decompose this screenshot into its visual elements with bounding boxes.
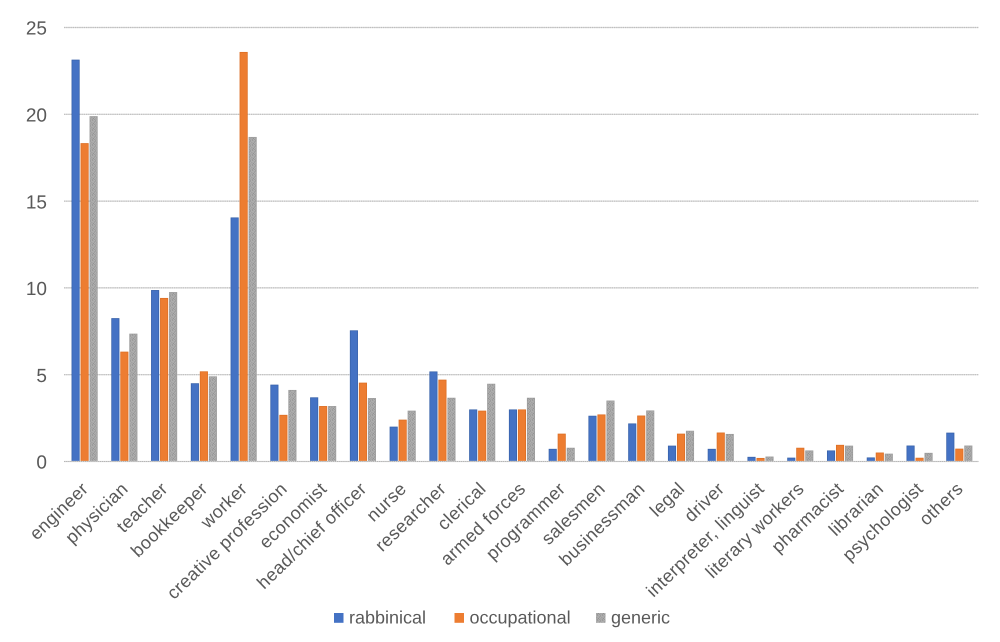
svg-text:25: 25 [26, 19, 47, 40]
svg-text:15: 15 [26, 192, 47, 213]
svg-text:20: 20 [26, 106, 47, 127]
svg-text:generic: generic [611, 608, 670, 628]
svg-text:rabbinical: rabbinical [349, 608, 426, 628]
svg-text:0: 0 [36, 453, 47, 474]
svg-text:5: 5 [36, 366, 47, 387]
svg-text:occupational: occupational [470, 608, 571, 628]
svg-text:10: 10 [26, 279, 47, 300]
